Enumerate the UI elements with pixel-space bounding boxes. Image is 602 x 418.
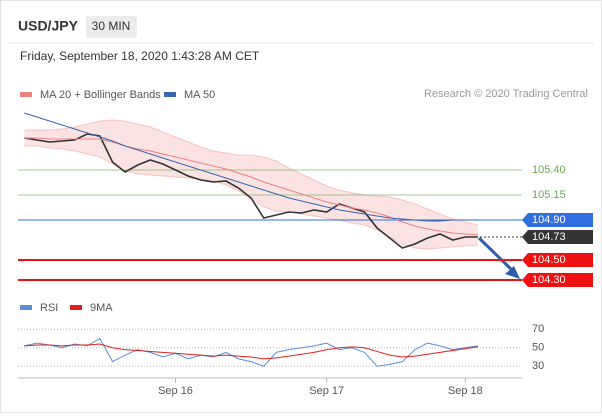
level-badge xyxy=(522,213,593,227)
legend-swatch xyxy=(164,92,176,97)
legend-swatch xyxy=(70,305,82,310)
level-label: 104.90 xyxy=(532,214,566,226)
ma-line xyxy=(24,112,478,222)
symbol: USD/JPY xyxy=(18,18,79,34)
level-label: 105.40 xyxy=(532,164,566,176)
y-tick-label: 70 xyxy=(532,323,544,335)
y-tick-label: 30 xyxy=(532,360,544,372)
forecast-arrow-head xyxy=(505,266,520,279)
y-tick-label: 50 xyxy=(532,342,544,354)
bollinger-upper xyxy=(24,119,479,226)
rsi-line xyxy=(24,343,478,360)
interval: 30 MIN xyxy=(92,19,131,33)
level-badge xyxy=(522,253,593,267)
rsi-line xyxy=(24,337,478,367)
price-line xyxy=(24,133,478,249)
x-tick-label: Sep 17 xyxy=(309,385,344,397)
x-tick-label: Sep 18 xyxy=(448,385,483,397)
interval-pill xyxy=(86,16,137,38)
x-tick-label: Sep 16 xyxy=(158,385,193,397)
level-label: 104.30 xyxy=(532,274,566,286)
legend-swatch xyxy=(20,305,32,310)
ma-line xyxy=(24,137,478,236)
forecast-arrow xyxy=(477,236,516,274)
credit: Research © 2020 Trading Central xyxy=(424,88,588,100)
timestamp: Friday, September 18, 2020 1:43:28 AM CE… xyxy=(20,49,260,63)
legend-label: RSI xyxy=(40,302,58,314)
level-label: 104.50 xyxy=(532,254,566,266)
level-badge xyxy=(522,273,593,287)
legend-label: MA 20 + Bollinger Bands xyxy=(40,89,161,101)
level-badge xyxy=(522,230,593,244)
legend-label: 9MA xyxy=(90,302,113,314)
level-label: 105.15 xyxy=(532,189,566,201)
legend-label: MA 50 xyxy=(184,89,215,101)
bollinger-band xyxy=(24,120,478,249)
level-label: 104.73 xyxy=(532,231,566,243)
legend-swatch xyxy=(20,92,32,97)
